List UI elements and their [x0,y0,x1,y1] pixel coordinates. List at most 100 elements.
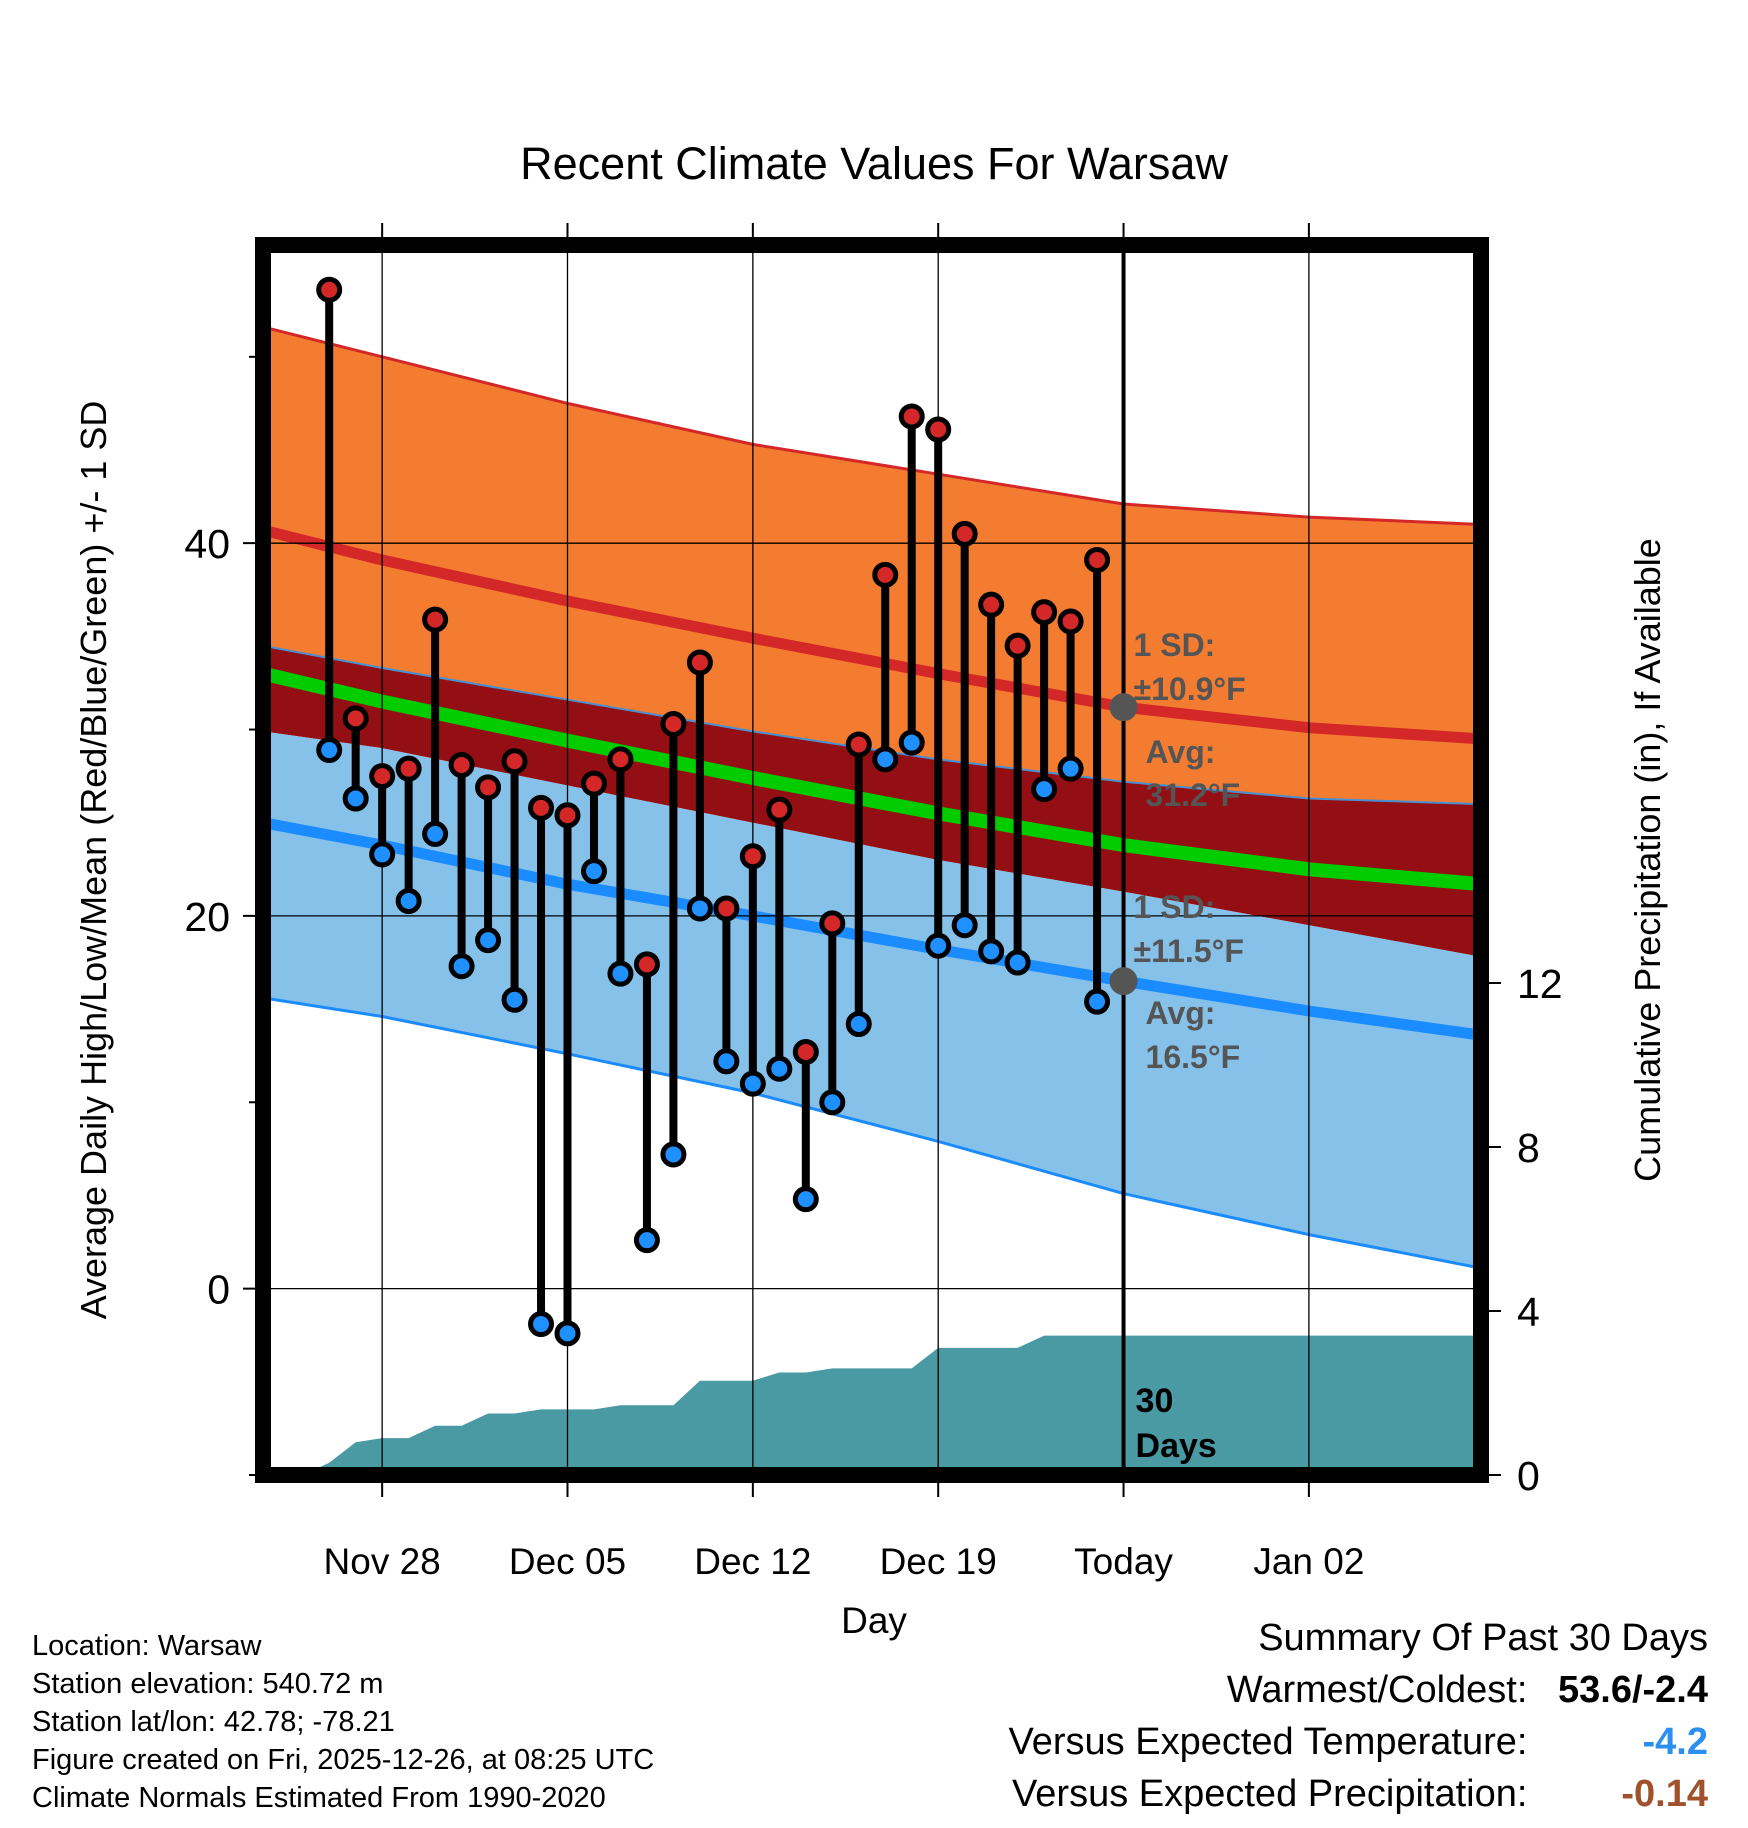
y-tick-label: 0 [207,1267,230,1313]
today-normal-low-marker [1109,967,1138,996]
daily-high-point [554,802,581,829]
y2-tick-label: 4 [1517,1289,1540,1335]
daily-low-point [660,1141,687,1168]
warmest-coldest-label: Warmest/Coldest: [1226,1669,1528,1711]
info-normals: Climate Normals Estimated From 1990-2020 [32,1782,606,1814]
daily-high-point [369,763,396,790]
high-sd-label: 1 SD: [1134,627,1216,663]
daily-low-point [633,1227,660,1254]
y-axis-title: Average Daily High/Low/Mean (Red/Blue/Gr… [73,401,114,1320]
y2-tick-label: 8 [1517,1125,1540,1171]
chart-title: Recent Climate Values For Warsaw [520,138,1228,189]
daily-high-point [819,910,846,937]
y-tick-label: 20 [184,894,230,940]
daily-high-point [660,710,687,737]
daily-low-point [713,1048,740,1075]
normal-mean-line [263,666,1481,892]
high-avg-value: 31.2°F [1146,777,1241,813]
daily-low-point [1057,755,1084,782]
x-tick-label: Today [1074,1541,1173,1582]
daily-high-point [978,591,1005,618]
low-lower-line [263,996,1481,1270]
daily-low-point [369,841,396,868]
daily-high-point [925,416,952,443]
summary-warmest-coldest: Warmest/Coldest: 53.6/-2.4 [1009,1664,1708,1716]
daily-high-point [395,755,422,782]
low-avg-value: 16.5°F [1146,1039,1241,1075]
daily-high-point [739,843,766,870]
daily-high-point [607,746,634,773]
daily-high-point [528,794,555,821]
temp-departure-label: Versus Expected Temperature: [1008,1721,1528,1763]
daily-high-point [1004,632,1031,659]
daily-high-point [845,731,872,758]
daily-high-point [342,705,369,732]
daily-high-point [501,748,528,775]
x-tick-label: Dec 12 [694,1541,811,1582]
daily-low-point [475,927,502,954]
daily-low-point [819,1089,846,1116]
daily-low-point [845,1011,872,1037]
summary-precipitation: Versus Expected Precipitation: -0.14 [1009,1768,1708,1820]
daily-low-point [1084,988,1111,1015]
high-sd-value: ±10.9°F [1134,671,1246,707]
period-label-number: 30 [1136,1382,1174,1420]
x-tick-label: Jan 02 [1253,1541,1364,1582]
low-sd-label: 1 SD: [1134,889,1216,925]
daily-low-point [951,912,978,939]
daily-low-point [766,1055,793,1082]
plot-frame [255,237,1489,1483]
daily-high-point [633,951,660,978]
y2-tick-label: 12 [1517,961,1563,1007]
daily-low-point [739,1070,766,1097]
daily-high-point [580,770,607,797]
summary-title: Summary Of Past 30 Days [1258,1617,1708,1659]
daily-low-point [554,1320,581,1347]
daily-high-point [898,403,925,430]
y-tick-label: 40 [184,521,230,567]
daily-low-point [1004,949,1031,976]
daily-low-point [528,1311,555,1338]
x-tick-label: Dec 05 [509,1541,626,1582]
daily-high-point [872,561,899,588]
daily-high-point [766,796,793,823]
info-created: Figure created on Fri, 2025-12-26, at 08… [32,1744,655,1776]
daily-high-point [1031,599,1058,626]
summary-temperature: Versus Expected Temperature: -4.2 [1009,1716,1708,1768]
precip-departure-value: -0.14 [1621,1773,1708,1815]
period-label-unit: Days [1136,1427,1217,1465]
daily-low-point [978,938,1005,965]
precip-area [302,1335,1481,1475]
x-axis-title: Day [841,1600,907,1641]
daily-low-point [1031,776,1058,803]
daily-high-point [686,649,713,676]
daily-low-point [686,895,713,922]
daily-high-point [475,774,502,801]
daily-low-point [792,1186,819,1213]
daily-low-point [342,785,369,812]
daily-low-point [448,953,475,980]
daily-high-point [951,520,978,547]
low-avg-label: Avg: [1146,995,1216,1031]
high-lower-line [263,644,1481,806]
plot-area [263,245,1481,1475]
warmest-coldest-value: 53.6/-2.4 [1558,1669,1708,1711]
daily-low-point [872,746,899,773]
summary-panel: Summary Of Past 30 Days Warmest/Coldest:… [1009,1612,1708,1820]
x-tick-label: Dec 19 [880,1541,997,1582]
daily-high-point [448,751,475,778]
daily-low-point [925,932,952,959]
temp-departure-value: -4.2 [1642,1721,1708,1763]
low-sd-value: ±11.5°F [1134,933,1244,969]
info-location: Location: Warsaw [32,1630,262,1662]
daily-low-point [580,858,607,885]
daily-low-point [316,737,343,764]
daily-low-point [422,820,449,847]
high-upper-line [263,325,1481,526]
today-normal-high-marker [1109,693,1138,722]
high-avg-label: Avg: [1146,734,1216,770]
daily-high-point [422,606,449,633]
daily-low-point [395,888,422,914]
daily-low-point [501,986,528,1013]
